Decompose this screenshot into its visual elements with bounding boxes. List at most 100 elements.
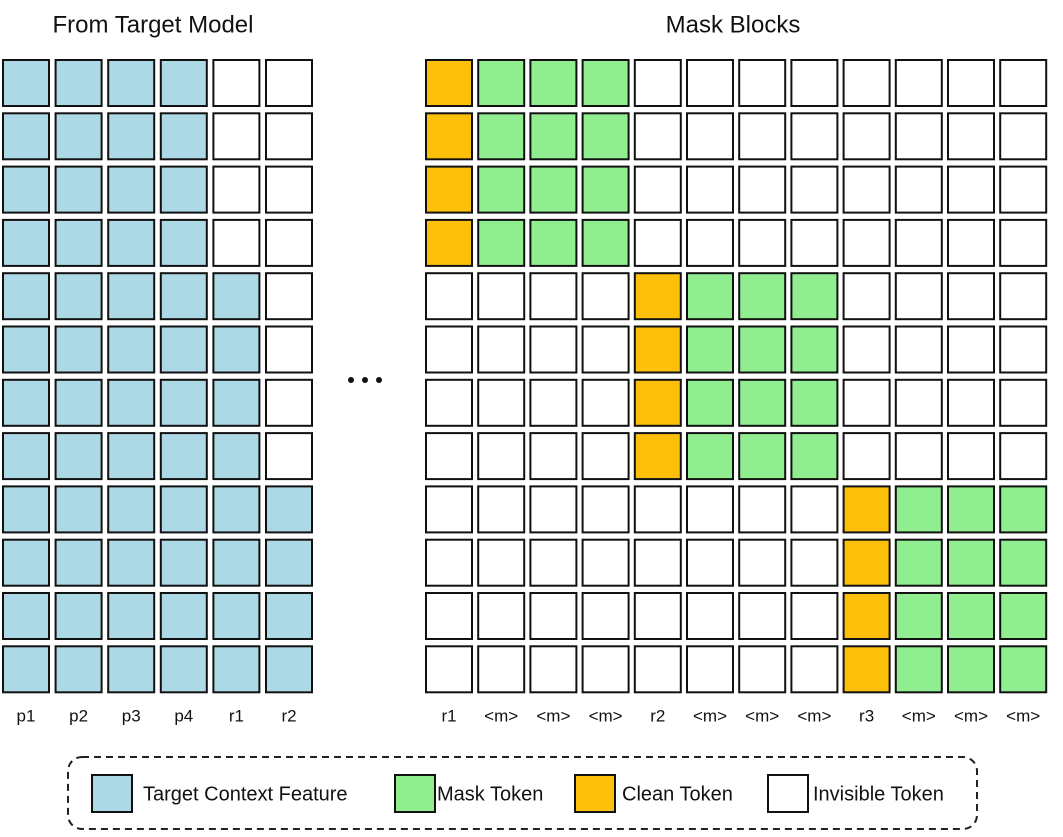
cell bbox=[581, 272, 630, 321]
cell bbox=[686, 59, 734, 107]
cell bbox=[107, 112, 156, 161]
column-label: <m> bbox=[484, 706, 518, 725]
cell bbox=[159, 112, 208, 161]
cell bbox=[265, 325, 313, 374]
cell bbox=[2, 272, 50, 321]
cell bbox=[54, 218, 103, 267]
cell bbox=[790, 59, 839, 107]
cell bbox=[159, 272, 208, 321]
cell bbox=[529, 112, 578, 161]
cell bbox=[738, 592, 787, 640]
ellipsis bbox=[348, 377, 382, 383]
cell bbox=[633, 432, 682, 481]
cell bbox=[947, 645, 995, 694]
cell bbox=[999, 378, 1048, 427]
cell bbox=[686, 325, 734, 374]
cell bbox=[686, 432, 734, 481]
cell bbox=[581, 325, 630, 374]
cell bbox=[2, 112, 50, 161]
cell bbox=[212, 165, 261, 214]
cell bbox=[633, 112, 682, 161]
cell bbox=[425, 592, 473, 640]
cell bbox=[265, 112, 313, 161]
cell bbox=[477, 218, 526, 267]
cell bbox=[581, 59, 630, 107]
column-label: p1 bbox=[17, 706, 36, 725]
cell bbox=[54, 325, 103, 374]
cell bbox=[999, 538, 1048, 587]
cell bbox=[159, 325, 208, 374]
dot bbox=[362, 377, 368, 383]
cell bbox=[842, 112, 891, 161]
cell bbox=[529, 378, 578, 427]
cell bbox=[107, 378, 156, 427]
column-label: r1 bbox=[229, 706, 244, 725]
cell bbox=[529, 432, 578, 481]
cell bbox=[790, 538, 839, 587]
cell bbox=[212, 378, 261, 427]
cell bbox=[686, 485, 734, 534]
cell bbox=[738, 645, 787, 694]
cell bbox=[738, 59, 787, 107]
cell bbox=[212, 592, 261, 640]
cell bbox=[842, 538, 891, 587]
cell bbox=[947, 592, 995, 640]
cell bbox=[999, 272, 1048, 321]
cell bbox=[54, 378, 103, 427]
column-label: <m> bbox=[589, 706, 623, 725]
cell bbox=[477, 272, 526, 321]
cell bbox=[107, 325, 156, 374]
column-label: r2 bbox=[281, 706, 296, 725]
cell bbox=[633, 538, 682, 587]
cell bbox=[633, 272, 682, 321]
dot bbox=[348, 377, 354, 383]
cell bbox=[477, 325, 526, 374]
cell bbox=[581, 645, 630, 694]
cell bbox=[842, 59, 891, 107]
legend-box bbox=[67, 756, 978, 830]
cell bbox=[842, 592, 891, 640]
cell bbox=[894, 538, 943, 587]
cell bbox=[529, 485, 578, 534]
cell bbox=[159, 165, 208, 214]
legend-swatch bbox=[394, 774, 436, 813]
cell bbox=[265, 378, 313, 427]
legend-swatch bbox=[767, 774, 809, 813]
cell bbox=[107, 432, 156, 481]
cell bbox=[842, 378, 891, 427]
cell bbox=[265, 218, 313, 267]
cell bbox=[686, 538, 734, 587]
cell bbox=[999, 592, 1048, 640]
cell bbox=[265, 538, 313, 587]
cell bbox=[790, 432, 839, 481]
cell bbox=[159, 485, 208, 534]
cell bbox=[738, 378, 787, 427]
legend-swatch bbox=[91, 774, 133, 813]
cell bbox=[633, 218, 682, 267]
column-label: <m> bbox=[797, 706, 831, 725]
cell bbox=[2, 325, 50, 374]
cell bbox=[633, 165, 682, 214]
cell bbox=[738, 538, 787, 587]
cell bbox=[529, 272, 578, 321]
legend-label: Target Context Feature bbox=[143, 783, 348, 805]
cell bbox=[477, 378, 526, 427]
cell bbox=[686, 378, 734, 427]
cell bbox=[894, 165, 943, 214]
cell bbox=[212, 432, 261, 481]
cell bbox=[159, 592, 208, 640]
cell bbox=[159, 538, 208, 587]
cell bbox=[425, 59, 473, 107]
cell bbox=[581, 538, 630, 587]
cell bbox=[265, 592, 313, 640]
dot bbox=[376, 377, 382, 383]
cell bbox=[265, 272, 313, 321]
cell bbox=[212, 645, 261, 694]
cell bbox=[2, 218, 50, 267]
right-title: Mask Blocks bbox=[666, 11, 801, 38]
cell bbox=[842, 165, 891, 214]
cell bbox=[894, 378, 943, 427]
cell bbox=[54, 592, 103, 640]
cell bbox=[633, 645, 682, 694]
cell bbox=[686, 592, 734, 640]
